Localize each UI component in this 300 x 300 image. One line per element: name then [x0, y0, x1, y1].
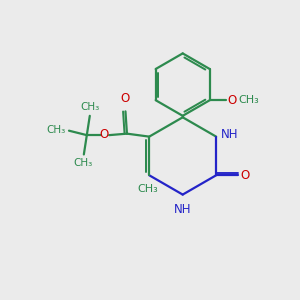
Text: CH₃: CH₃ — [81, 102, 100, 112]
Text: O: O — [240, 169, 249, 182]
Text: CH₃: CH₃ — [238, 95, 259, 105]
Text: NH: NH — [174, 203, 191, 216]
Text: CH₃: CH₃ — [46, 125, 65, 135]
Text: O: O — [121, 92, 130, 105]
Text: NH: NH — [221, 128, 239, 141]
Text: CH₃: CH₃ — [137, 184, 158, 194]
Text: O: O — [227, 94, 236, 107]
Text: CH₃: CH₃ — [74, 158, 93, 168]
Text: O: O — [99, 128, 108, 141]
